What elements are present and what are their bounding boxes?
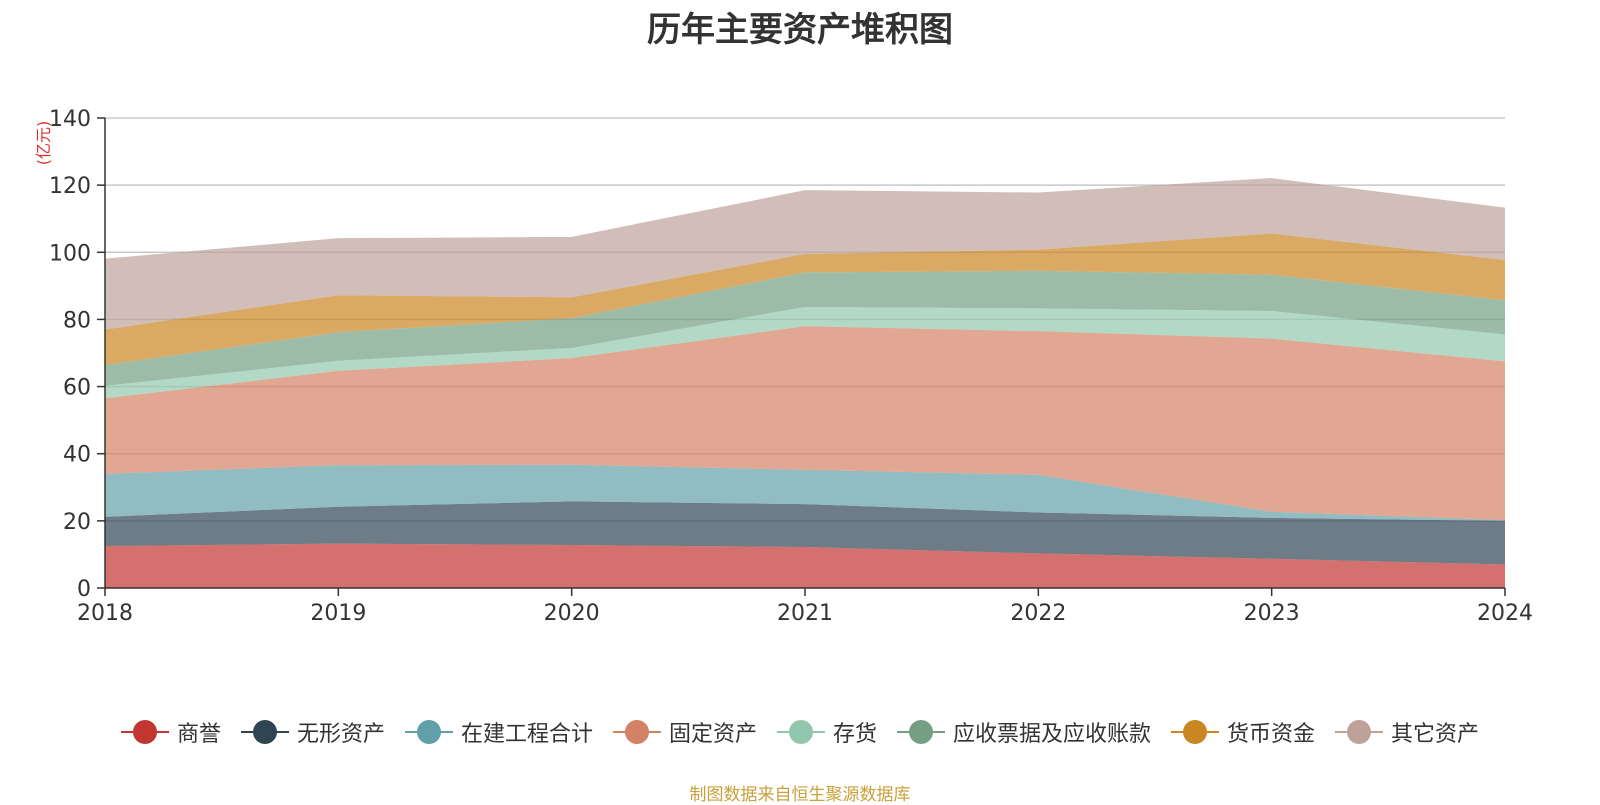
y-tick-label: 120 bbox=[49, 174, 91, 199]
legend-item[interactable]: 固定资产 bbox=[612, 716, 757, 748]
legend-marker bbox=[120, 720, 169, 744]
legend-item[interactable]: 货币资金 bbox=[1171, 716, 1315, 748]
legend-marker bbox=[777, 720, 825, 744]
stacked-area-chart: 0 20 40 60 80 100 120 140 2018 2019 2020 2021 2022 20… bbox=[34, 107, 1533, 626]
legend-marker bbox=[240, 720, 289, 744]
area-series-4 bbox=[105, 307, 1505, 399]
legend-label: 固定资产 bbox=[668, 722, 757, 747]
legend-label: 应收票据及应收账款 bbox=[953, 722, 1152, 747]
y-tick-label: 0 bbox=[77, 577, 91, 602]
chart-title: 历年主要资产堆积图 bbox=[647, 10, 953, 50]
legend-item[interactable]: 商誉 bbox=[120, 716, 221, 748]
area-series-5 bbox=[105, 270, 1505, 386]
y-tick-label: 80 bbox=[63, 308, 91, 333]
legend-label: 商誉 bbox=[176, 722, 221, 747]
x-tick-label: 2021 bbox=[777, 601, 833, 626]
legend-marker bbox=[404, 720, 453, 744]
source-note: 制图数据来自恒生聚源数据库 bbox=[689, 785, 911, 805]
legend-label: 在建工程合计 bbox=[460, 722, 593, 747]
y-tick-label: 60 bbox=[63, 376, 91, 401]
area-series-1 bbox=[105, 501, 1505, 565]
x-tick-label: 2023 bbox=[1244, 601, 1300, 626]
area-series-6 bbox=[105, 233, 1505, 366]
y-tick-label: 20 bbox=[63, 510, 91, 535]
legend-label: 货币资金 bbox=[1227, 722, 1316, 747]
legend-label: 其它资产 bbox=[1391, 722, 1480, 747]
legend-item[interactable]: 应收票据及应收账款 bbox=[897, 716, 1151, 748]
y-tick-label: 100 bbox=[49, 241, 91, 266]
area-series-0 bbox=[105, 543, 1505, 588]
axes: 0 20 40 60 80 100 120 140 2018 2019 2020 2021 2022 20… bbox=[49, 107, 1533, 626]
legend-marker bbox=[897, 720, 946, 744]
legend-label: 存货 bbox=[833, 722, 878, 747]
area-series-group bbox=[105, 178, 1505, 588]
area-series-7 bbox=[105, 178, 1505, 330]
area-series-2 bbox=[105, 464, 1505, 521]
legend-label: 无形资产 bbox=[296, 722, 385, 747]
y-tick-label: 140 bbox=[49, 107, 91, 132]
x-tick-label: 2022 bbox=[1010, 601, 1066, 626]
legend: 商誉 无形资产 在建工程合计 固定资产 存货 应收票据及应收账款 货币资金 其它资产 bbox=[0, 714, 1600, 750]
legend-marker bbox=[1335, 720, 1384, 744]
legend-item[interactable]: 无形资产 bbox=[240, 716, 385, 748]
x-tick-label: 2019 bbox=[310, 601, 366, 626]
y-tick-label: 40 bbox=[63, 443, 91, 468]
x-tick-label: 2020 bbox=[544, 601, 600, 626]
legend-marker bbox=[1171, 720, 1220, 744]
legend-item[interactable]: 其它资产 bbox=[1335, 716, 1479, 748]
legend-item[interactable]: 在建工程合计 bbox=[404, 716, 593, 748]
x-tick-label: 2024 bbox=[1477, 601, 1533, 626]
legend-item[interactable]: 存货 bbox=[777, 716, 877, 748]
x-tick-label: 2018 bbox=[77, 601, 133, 626]
legend-marker bbox=[612, 720, 661, 744]
y-axis-unit-label: (亿元) bbox=[34, 121, 53, 166]
area-series-3 bbox=[105, 326, 1505, 521]
